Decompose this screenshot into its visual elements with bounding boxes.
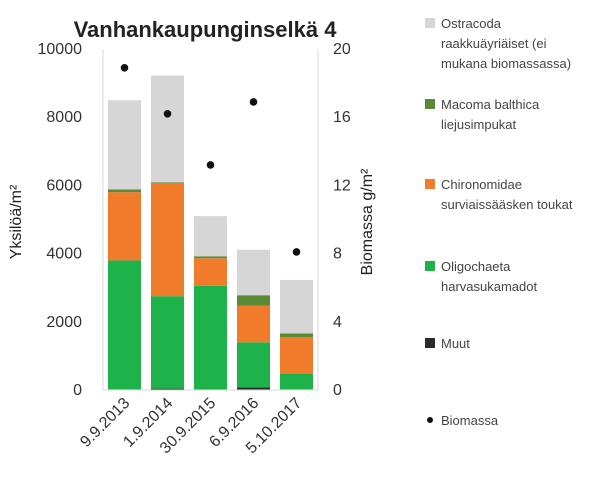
y-tick-label: 0 (73, 382, 82, 399)
legend-chironomidae-line-1: Chironomidae (441, 177, 522, 192)
legend-macoma-line-1: Macoma balthica (441, 97, 540, 112)
bar-ostra-2 (194, 216, 227, 257)
legend-ostracoda-line-3: mukana biomassassa) (441, 56, 572, 71)
x-axis-ticks: 9.9.20131.9.201430.9.20156.9.20165.10.20… (77, 395, 305, 457)
bar-ostra-3 (237, 249, 270, 296)
y2-tick-label: 20 (333, 41, 351, 58)
legend-marker-biomassa (427, 417, 433, 423)
legend-oligochaeta-line-2: harvasukamadot (441, 279, 538, 294)
axes-group (102, 49, 319, 391)
legend-label-ostracoda: Ostracoda raakkuäyriäiset (ei mukana bio… (441, 14, 571, 74)
y-tick-label: 4000 (46, 246, 82, 263)
legend-chironomidae-line-2: surviaissääsken toukat (441, 197, 573, 212)
y2-tick-label: 12 (333, 177, 351, 194)
legend-item-macoma: Macoma balthica liejusimpukat (425, 95, 539, 135)
biomass-point (163, 110, 172, 118)
legend-ostracoda-line-2: raakkuäyriäiset (ei (441, 36, 547, 51)
y-tick-label: 8000 (46, 109, 82, 126)
y2-axis-label: Biomassa g/m² (359, 168, 376, 275)
bar-oligo-3 (237, 342, 270, 388)
bar-muut-3 (237, 387, 270, 390)
bar-macoma-0 (108, 189, 141, 193)
bar-oligo-0 (108, 260, 141, 390)
legend-macoma-line-2: liejusimpukat (441, 117, 517, 132)
bar-oligo-2 (194, 285, 227, 390)
legend-swatch-oligochaeta (425, 261, 435, 271)
bar-ostra-4 (280, 279, 313, 334)
bar-chiro-0 (108, 192, 141, 261)
legend-ostracoda-line-1: Ostracoda (441, 16, 501, 31)
bar-oligo-1 (151, 296, 184, 389)
chart-title: Vanhankaupunginselkä 4 (74, 17, 338, 42)
legend-item-oligochaeta: Oligochaeta harvasukamadot (425, 257, 537, 297)
bar-chiro-3 (237, 305, 270, 343)
right-axis-ticks: 0 4 8 12 16 20 (333, 41, 351, 399)
y2-tick-label: 0 (333, 382, 342, 399)
legend-label-macoma: Macoma balthica liejusimpukat (441, 95, 539, 135)
bar-muut-1 (151, 388, 184, 390)
bar-macoma-3 (237, 295, 270, 306)
biomass-points (120, 64, 301, 256)
legend-label-muut: Muut (441, 334, 470, 354)
legend-swatch-muut (425, 338, 435, 348)
bar-chiro-4 (280, 337, 313, 374)
legend-swatch-macoma (425, 99, 435, 109)
legend-label-chironomidae: Chironomidae surviaissääsken toukat (441, 175, 573, 215)
biomass-point (206, 161, 215, 169)
y-axis-label: Yksilöä/m² (8, 184, 25, 259)
legend-oligochaeta-line-1: Oligochaeta (441, 259, 511, 274)
bars-group (108, 75, 313, 390)
legend-biomassa-line-1: Biomassa (441, 413, 499, 428)
legend-item-chironomidae: Chironomidae surviaissääsken toukat (425, 175, 573, 215)
legend-label-biomassa: Biomassa (441, 411, 498, 431)
legend-item-biomassa: Biomassa (425, 411, 498, 431)
legend-item-muut: Muut (425, 334, 470, 354)
legend-muut-line-1: Muut (441, 336, 470, 351)
legend-item-ostracoda: Ostracoda raakkuäyriäiset (ei mukana bio… (425, 14, 571, 74)
y2-tick-label: 4 (333, 314, 342, 331)
legend-swatch-chironomidae (425, 179, 435, 189)
bar-ostra-0 (108, 100, 141, 190)
legend-label-oligochaeta: Oligochaeta harvasukamadot (441, 257, 537, 297)
y2-tick-label: 8 (333, 246, 342, 263)
y-tick-label: 2000 (46, 314, 82, 331)
biomass-point (120, 64, 129, 72)
bar-macoma-2 (194, 256, 227, 259)
bar-macoma-1 (151, 182, 184, 183)
left-axis-ticks: 0 2000 4000 6000 8000 10000 (38, 41, 83, 399)
biomass-point (292, 248, 301, 256)
bar-chiro-2 (194, 258, 227, 286)
bar-macoma-4 (280, 333, 313, 338)
y-tick-label: 6000 (46, 177, 82, 194)
y-tick-label: 10000 (38, 41, 83, 58)
bar-ostra-1 (151, 75, 184, 183)
bar-chiro-1 (151, 183, 184, 297)
legend-swatch-ostracoda (425, 18, 435, 28)
bar-oligo-4 (280, 373, 313, 390)
biomass-point (249, 98, 258, 106)
y2-tick-label: 16 (333, 109, 351, 126)
